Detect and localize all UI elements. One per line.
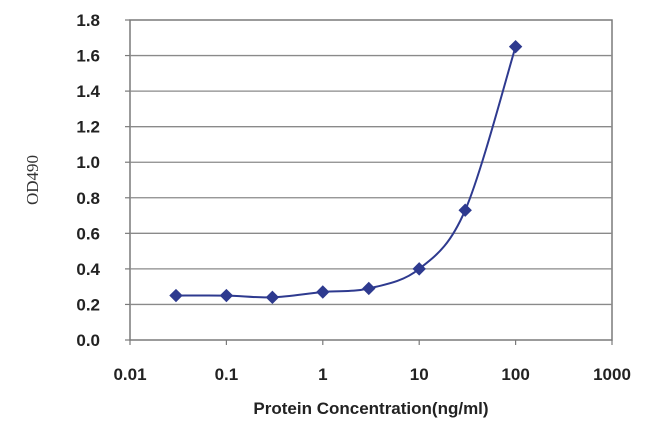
y-tick-label: 1.2 — [76, 118, 100, 137]
x-axis-title: Protein Concentration(ng/ml) — [253, 399, 488, 418]
data-point-marker — [169, 288, 183, 303]
y-tick-label: 1.0 — [76, 153, 100, 172]
y-axis-ticks: 0.0 0.2 0.4 0.6 0.8 1.0 1.2 1.4 1.6 1.8 — [76, 11, 130, 350]
gridlines — [130, 54, 612, 306]
y-tick-label: 1.6 — [76, 47, 100, 66]
x-tick-label: 100 — [501, 365, 529, 384]
y-tick-label: 0.8 — [76, 189, 100, 208]
data-points — [169, 39, 523, 305]
y-axis-title: OD490 — [23, 155, 42, 205]
x-tick-label: 0.01 — [113, 365, 146, 384]
y-tick-label: 0.2 — [76, 295, 100, 314]
data-point-marker — [458, 203, 472, 217]
data-point-marker — [316, 285, 330, 299]
x-tick-label: 1000 — [593, 365, 631, 384]
y-tick-label: 1.8 — [76, 11, 100, 30]
data-point-marker — [265, 290, 280, 305]
y-tick-label: 0.0 — [76, 331, 100, 350]
data-point-marker — [412, 262, 426, 276]
y-tick-label: 0.4 — [76, 260, 100, 279]
x-tick-label: 0.1 — [215, 365, 239, 384]
x-tick-label: 1 — [318, 365, 327, 384]
x-axis-ticks: 0.01 0.1 1 10 100 1000 — [113, 340, 631, 384]
y-tick-label: 1.4 — [76, 82, 100, 101]
x-tick-label: 10 — [410, 365, 429, 384]
y-tick-label: 0.6 — [76, 224, 100, 243]
data-point-marker — [508, 39, 523, 54]
data-point-marker — [219, 288, 234, 303]
data-point-marker — [362, 281, 376, 296]
